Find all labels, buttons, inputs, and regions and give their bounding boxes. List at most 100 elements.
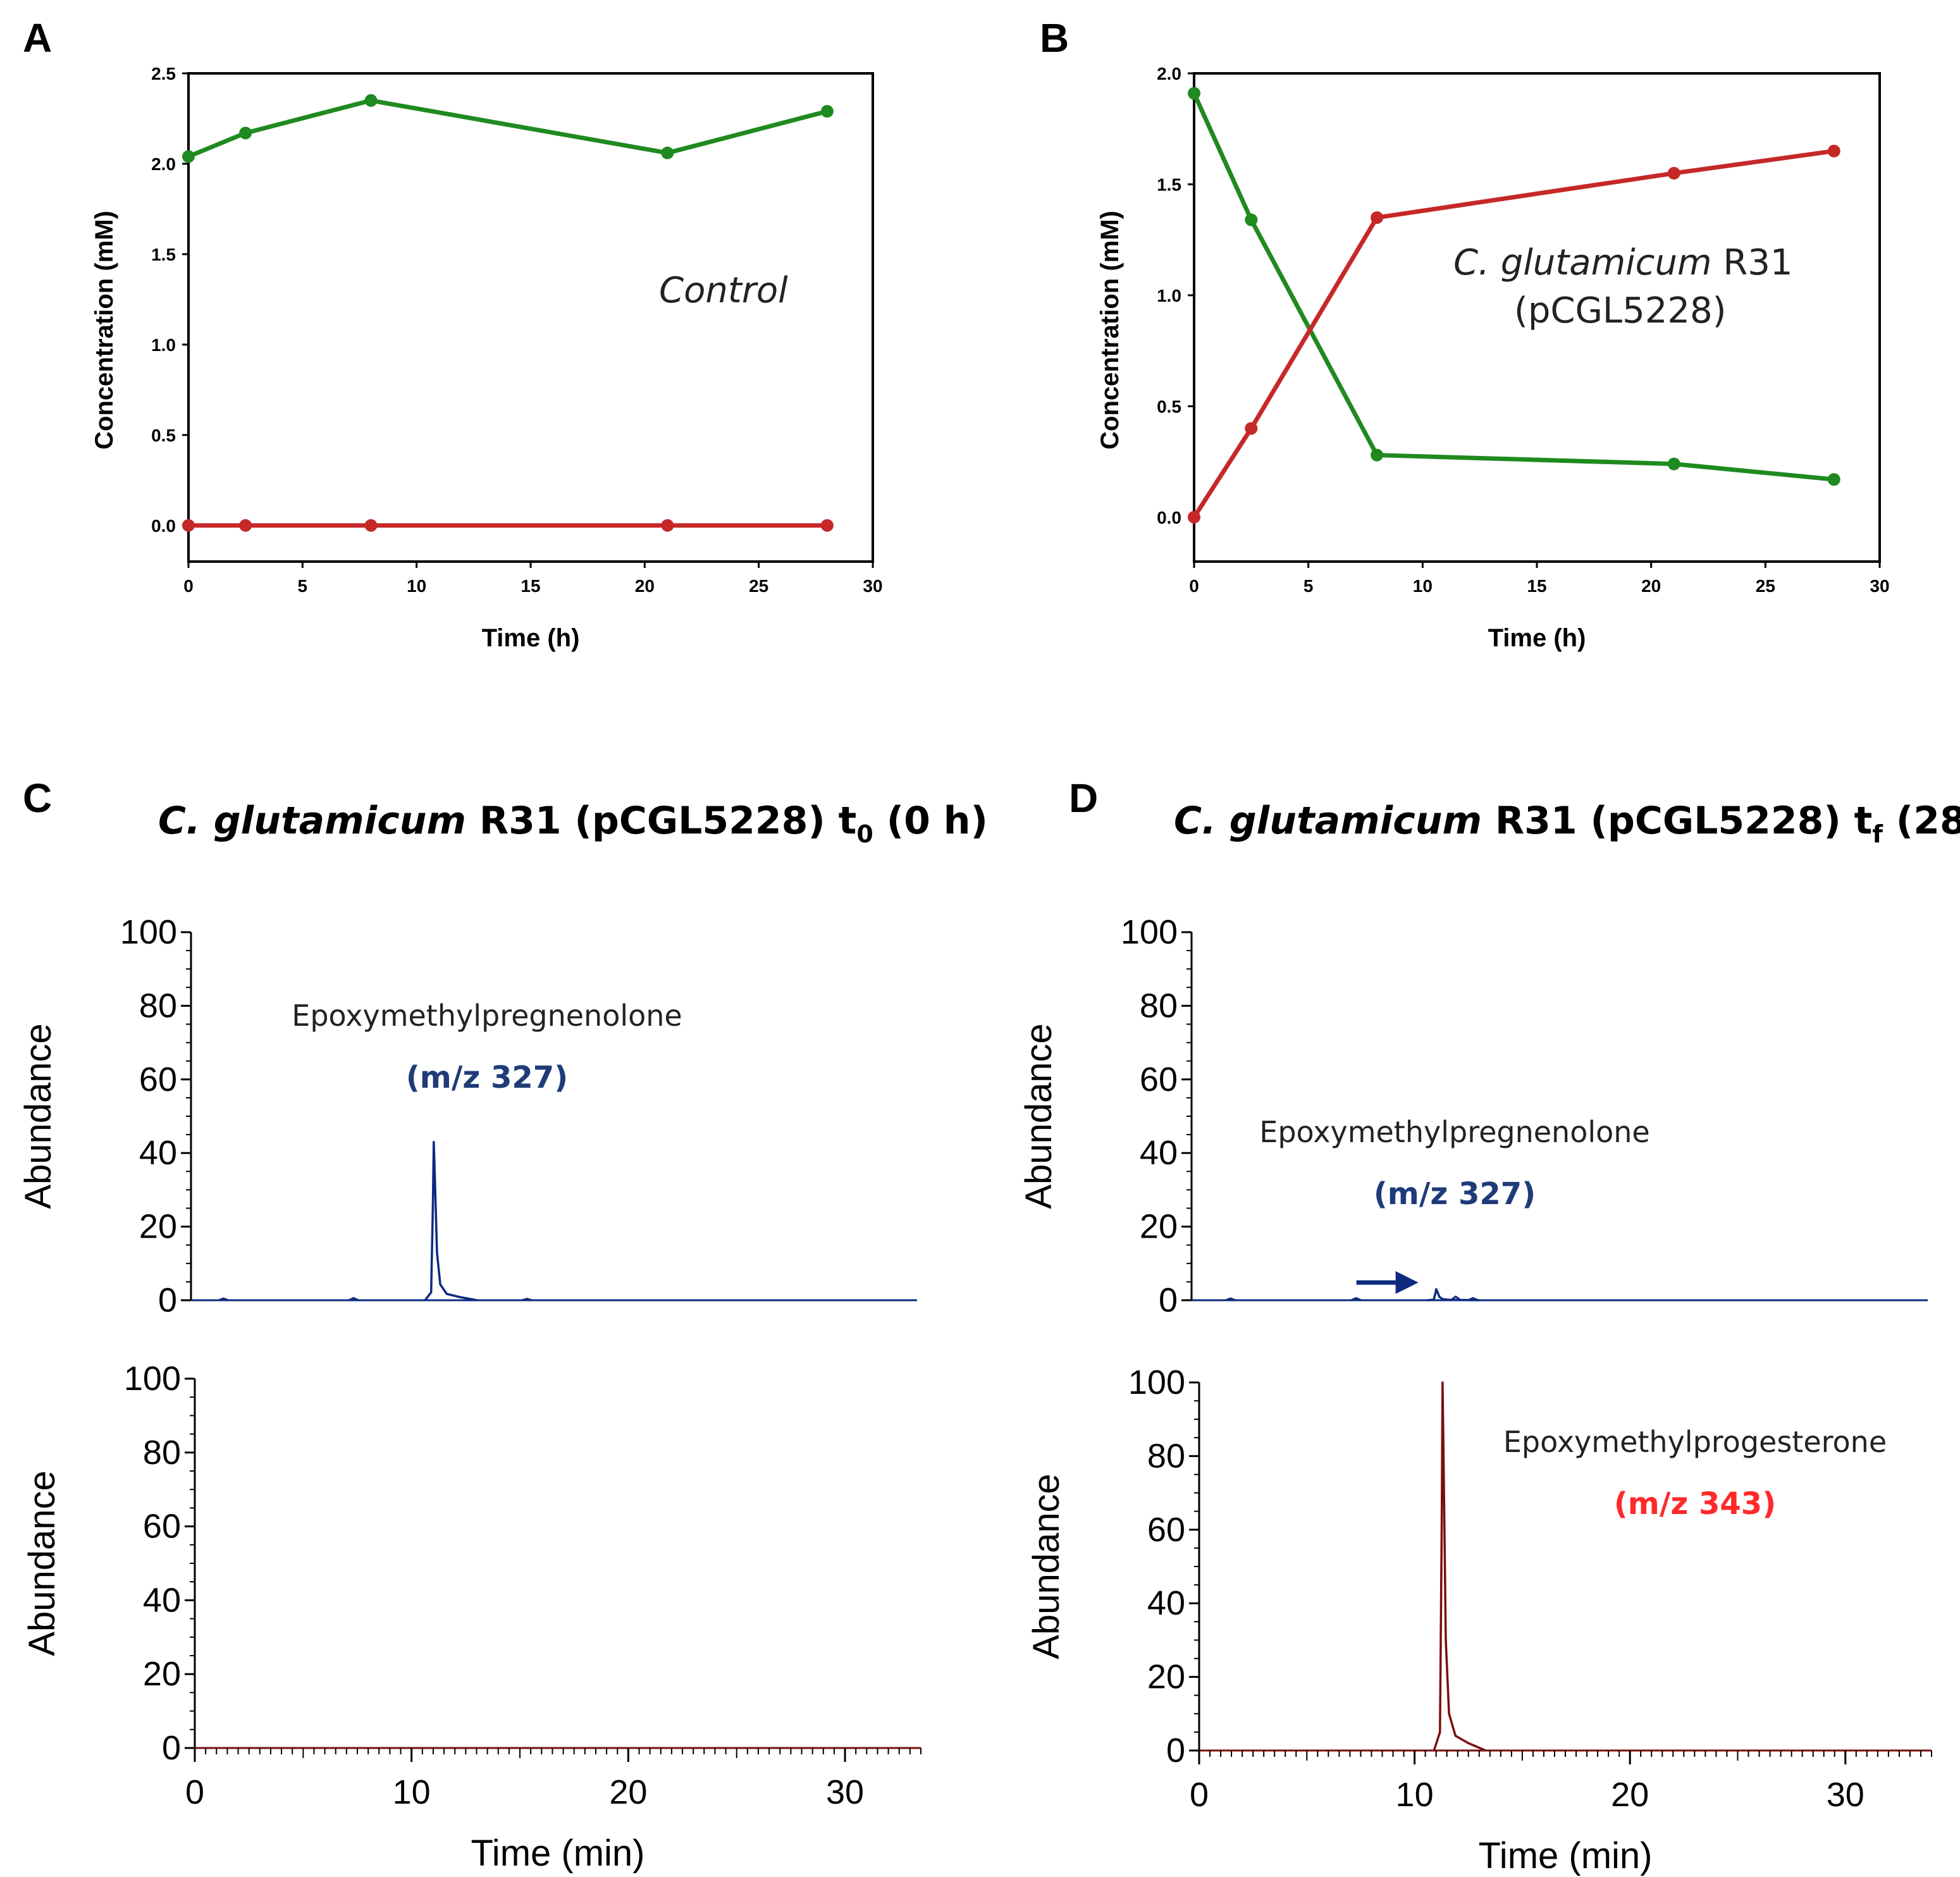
panel-c-title-time: (0 h) — [873, 799, 988, 843]
series-line-red — [1192, 149, 1835, 519]
chart-panel-b: C. glutamicum R31 (pCGL5228) 0 5 10 15 20 25 3… — [1096, 64, 1890, 652]
y-axis-label: Abundance — [22, 1470, 63, 1656]
chart-panel-c-bottom: 0 20 40 60 80 100 0 10 20 30 Time (min) Abundance — [22, 1360, 921, 1874]
y-tick-label: 20 — [1147, 1658, 1185, 1696]
panel-c-title-species: C. glutamicum — [158, 799, 466, 843]
y-tick-label: 0.5 — [1157, 397, 1181, 416]
data-point-red — [364, 519, 378, 532]
panel-d-title-subscript: f — [1872, 820, 1883, 848]
x-axis-label: Time (min) — [471, 1833, 645, 1874]
y-tick-label: 80 — [1147, 1437, 1185, 1475]
noise-blip — [218, 1297, 229, 1302]
panel-b-annotation-line1: C. glutamicum R31 — [1453, 242, 1792, 283]
y-tick-label: 100 — [1128, 1363, 1185, 1401]
y-axis-label: Abundance — [1026, 1474, 1067, 1659]
x-tick-label: 30 — [1827, 1776, 1864, 1814]
y-tick-label: 1.5 — [151, 245, 176, 264]
panel-d-title-strain: R31 (pCGL5228) t — [1482, 799, 1872, 843]
x-axis-label: Time (h) — [482, 624, 580, 652]
chromatogram-peak — [1427, 1288, 1480, 1302]
chart-panel-d-top: 0 20 40 60 80 100 Abundance Epoxymethylpregneno… — [1018, 913, 1928, 1319]
y-tick-label: 40 — [1140, 1134, 1178, 1172]
x-tick-label: 30 — [863, 576, 882, 596]
data-point-green — [182, 150, 195, 163]
x-axis-label: Time (h) — [1488, 624, 1586, 652]
data-point-green — [239, 126, 252, 140]
panel-letter-d: D — [1069, 775, 1098, 821]
arrow-head — [1395, 1271, 1419, 1294]
x-tick-label: 5 — [1304, 576, 1314, 596]
x-tick-label: 15 — [1527, 576, 1546, 596]
mz-label: (m/z 327) — [1374, 1176, 1536, 1212]
y-tick-label: 0 — [1159, 1281, 1178, 1319]
noise-blip — [1350, 1296, 1362, 1302]
y-tick-label: 80 — [139, 987, 177, 1025]
x-tick-label: 10 — [393, 1773, 431, 1811]
x-tick-label: 15 — [521, 576, 540, 596]
data-point-red — [1667, 166, 1680, 180]
y-tick-label: 40 — [143, 1581, 181, 1619]
y-tick-label: 60 — [1140, 1061, 1178, 1099]
plot-frame — [187, 72, 874, 563]
data-point-green — [820, 105, 834, 118]
x-tick-label: 25 — [749, 576, 768, 596]
y-tick-label: 0.0 — [1157, 508, 1181, 527]
y-tick-label: 0 — [162, 1729, 181, 1767]
noise-blip — [521, 1298, 533, 1302]
y-axis-label: Concentration (mM) — [1096, 211, 1124, 450]
data-point-red — [820, 519, 834, 532]
panel-c-title-subscript: 0 — [856, 820, 873, 848]
y-tick-label: 20 — [143, 1655, 181, 1693]
data-point-green — [1188, 87, 1200, 100]
y-tick-label: 1.0 — [151, 335, 176, 355]
panel-c-title-strain: R31 (pCGL5228) t — [466, 799, 856, 843]
data-point-red — [1245, 422, 1258, 435]
data-point-red — [661, 519, 674, 532]
panel-d-title-species: C. glutamicum — [1174, 799, 1482, 843]
y-tick-label: 1.0 — [1157, 286, 1181, 305]
panel-letter-b: B — [1040, 15, 1069, 61]
x-tick-label: 20 — [609, 1773, 647, 1811]
x-tick-label: 25 — [1756, 576, 1775, 596]
data-point-red — [182, 519, 195, 532]
panel-b-annotation-species: C. glutamicum — [1453, 242, 1712, 283]
data-point-green — [1245, 213, 1258, 226]
panel-a-annotation: Control — [659, 270, 788, 311]
y-tick-label: 2.0 — [1157, 64, 1181, 83]
series-line-green — [187, 98, 828, 159]
data-point-red — [1827, 144, 1840, 157]
y-tick-label: 0 — [158, 1281, 177, 1319]
y-tick-label: 0.0 — [151, 516, 176, 536]
data-point-red — [1371, 211, 1384, 225]
data-point-green — [1667, 457, 1680, 471]
y-tick-label: 100 — [1121, 913, 1178, 951]
x-tick-label: 10 — [1413, 576, 1433, 596]
data-point-green — [364, 94, 378, 107]
y-tick-label: 0.5 — [151, 426, 176, 445]
noise-blip — [1225, 1297, 1236, 1302]
data-point-red — [1188, 510, 1200, 524]
chromatogram-peak — [424, 1140, 478, 1302]
y-tick-label: 40 — [139, 1134, 177, 1172]
x-tick-label: 10 — [407, 576, 426, 596]
y-tick-label: 60 — [1147, 1511, 1185, 1549]
y-tick-label: 40 — [1147, 1584, 1185, 1622]
x-tick-label: 0 — [1190, 1776, 1209, 1814]
x-tick-label: 20 — [1611, 1776, 1649, 1814]
data-point-green — [661, 146, 674, 159]
panel-d-title: C. glutamicum R31 (pCGL5228) tf (28 h) — [1174, 799, 1960, 848]
y-tick-label: 60 — [139, 1061, 177, 1099]
panel-letter-c: C — [23, 775, 52, 821]
y-tick-label: 1.5 — [1157, 175, 1181, 194]
panel-c-title: C. glutamicum R31 (pCGL5228) t0 (0 h) — [158, 799, 988, 848]
y-tick-label: 2.5 — [151, 64, 176, 83]
y-tick-label: 0 — [1166, 1732, 1185, 1769]
panel-b-annotation-strain: R31 — [1712, 242, 1793, 283]
x-tick-label: 30 — [826, 1773, 864, 1811]
y-tick-label: 80 — [1140, 987, 1178, 1025]
x-tick-label: 0 — [183, 576, 194, 596]
chart-panel-d-bottom: 0 20 40 60 80 100 0 10 20 30 Time (min) Abundance Ep… — [1026, 1363, 1932, 1876]
panel-d-title-time: (28 h) — [1883, 799, 1960, 843]
y-axis-label: Abundance — [18, 1023, 59, 1209]
panel-letter-a: A — [23, 15, 52, 61]
